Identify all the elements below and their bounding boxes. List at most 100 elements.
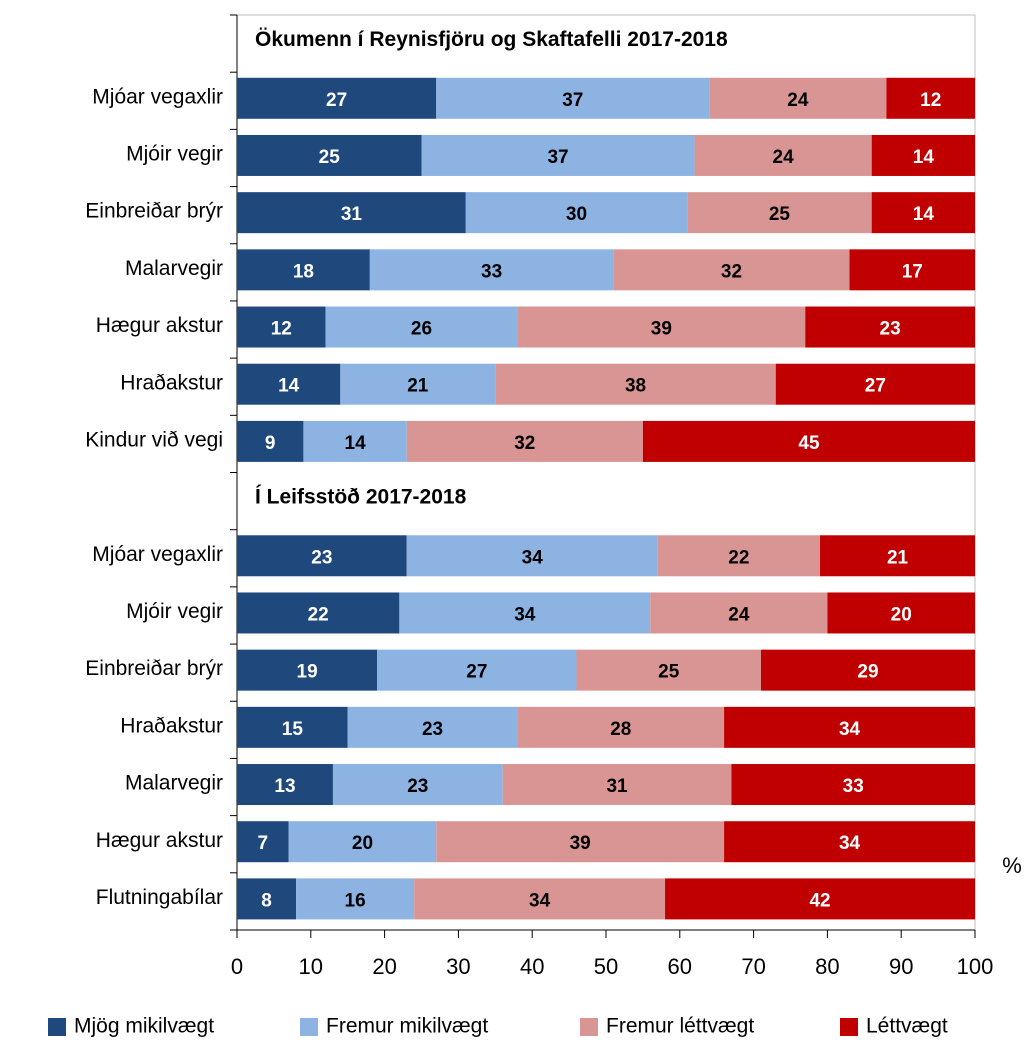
value-label: 30 — [566, 204, 587, 225]
x-tick-label: 60 — [668, 954, 692, 979]
value-label: 39 — [651, 319, 672, 340]
bar-segment — [517, 306, 806, 348]
x-tick-label: 20 — [372, 954, 396, 979]
group-title: Í Leifsstöð 2017-2018 — [255, 486, 467, 509]
value-label: 38 — [625, 376, 646, 397]
value-label: 22 — [728, 547, 749, 568]
value-label: 21 — [887, 547, 909, 568]
y-tick-label: Hraðakstur — [120, 714, 223, 737]
bar-segment — [650, 592, 828, 634]
bar-segment — [237, 878, 297, 920]
value-label: 31 — [341, 204, 363, 225]
x-tick-label: 40 — [520, 954, 544, 979]
x-tick-label: 80 — [815, 954, 839, 979]
x-tick-label: 10 — [299, 954, 323, 979]
y-tick-label: Mjóir vegir — [126, 143, 223, 166]
bar-segment — [665, 878, 975, 920]
y-tick-label: Mjóar vegaxlir — [92, 85, 223, 108]
value-label: 34 — [529, 890, 551, 911]
value-label: 31 — [606, 776, 628, 797]
y-tick-label: Mjóir vegir — [126, 600, 223, 623]
value-label: 14 — [913, 204, 935, 225]
bar-segment — [657, 535, 821, 577]
value-label: 22 — [308, 604, 329, 625]
bar-segment — [303, 420, 407, 462]
value-label: 23 — [422, 719, 443, 740]
bar-segment — [576, 649, 761, 691]
value-label: 34 — [839, 833, 861, 854]
bar-segment — [340, 363, 496, 405]
legend-swatch — [300, 1018, 318, 1036]
bar-segment — [495, 363, 776, 405]
value-label: 21 — [407, 376, 429, 397]
legend-swatch — [840, 1018, 858, 1036]
x-tick-label: 30 — [446, 954, 470, 979]
bar-segment — [871, 192, 975, 234]
value-label: 32 — [514, 433, 535, 454]
value-label: 25 — [658, 662, 680, 683]
value-label: 12 — [271, 319, 292, 340]
value-label: 9 — [265, 433, 276, 454]
bar-segment — [709, 77, 887, 119]
bar-segment — [237, 306, 326, 348]
legend-swatch — [48, 1018, 66, 1036]
group-title: Ökumenn í Reynisfjöru og Skaftafelli 201… — [255, 28, 728, 51]
value-label: 14 — [913, 147, 935, 168]
bar-segment — [613, 249, 850, 291]
value-label: 8 — [261, 890, 272, 911]
value-label: 7 — [258, 833, 269, 854]
value-label: 34 — [522, 547, 544, 568]
bar-segment — [377, 649, 577, 691]
bar-segment — [724, 706, 975, 748]
value-label: 14 — [278, 376, 300, 397]
value-label: 39 — [570, 833, 591, 854]
bar-segment — [237, 249, 370, 291]
value-label: 42 — [809, 890, 830, 911]
bar-segment — [237, 706, 348, 748]
value-label: 25 — [769, 204, 791, 225]
value-label: 16 — [345, 890, 366, 911]
bar-segment — [237, 649, 378, 691]
bar-segment — [325, 306, 518, 348]
bar-segment — [237, 764, 333, 806]
bar-segment — [296, 878, 415, 920]
value-label: 26 — [411, 319, 432, 340]
value-label: 12 — [920, 90, 941, 111]
value-label: 29 — [857, 662, 878, 683]
legend-label: Mjög mikilvægt — [74, 1015, 214, 1038]
bar-segment — [369, 249, 614, 291]
value-label: 27 — [865, 376, 886, 397]
bar-segment — [436, 821, 725, 863]
value-label: 33 — [843, 776, 864, 797]
bar-segment — [760, 649, 975, 691]
bar-segment — [421, 134, 695, 176]
value-label: 17 — [902, 261, 923, 282]
x-tick-label: 70 — [741, 954, 765, 979]
bar-segment — [436, 77, 710, 119]
bar-segment — [237, 592, 400, 634]
y-tick-label: Kindur við vegi — [85, 428, 223, 451]
value-label: 13 — [274, 776, 295, 797]
bar-segment — [237, 420, 304, 462]
x-tick-label: 50 — [594, 954, 618, 979]
y-tick-label: Einbreiðar brýr — [85, 657, 223, 680]
value-label: 34 — [839, 719, 861, 740]
y-tick-label: Flutningabílar — [96, 886, 223, 909]
bar-segment — [406, 535, 658, 577]
bar-segment — [332, 764, 503, 806]
value-label: 25 — [319, 147, 341, 168]
value-label: 23 — [880, 319, 901, 340]
value-label: 32 — [721, 261, 742, 282]
bar-segment — [237, 192, 466, 234]
value-label: 33 — [481, 261, 502, 282]
bar-segment — [687, 192, 872, 234]
bar-segment — [237, 363, 341, 405]
value-label: 15 — [282, 719, 304, 740]
bar-segment — [724, 821, 975, 863]
y-tick-label: Mjóar vegaxlir — [92, 543, 223, 566]
bar-segment — [237, 77, 437, 119]
bar-segment — [820, 535, 975, 577]
bar-segment — [237, 134, 422, 176]
bar-segment — [237, 535, 407, 577]
